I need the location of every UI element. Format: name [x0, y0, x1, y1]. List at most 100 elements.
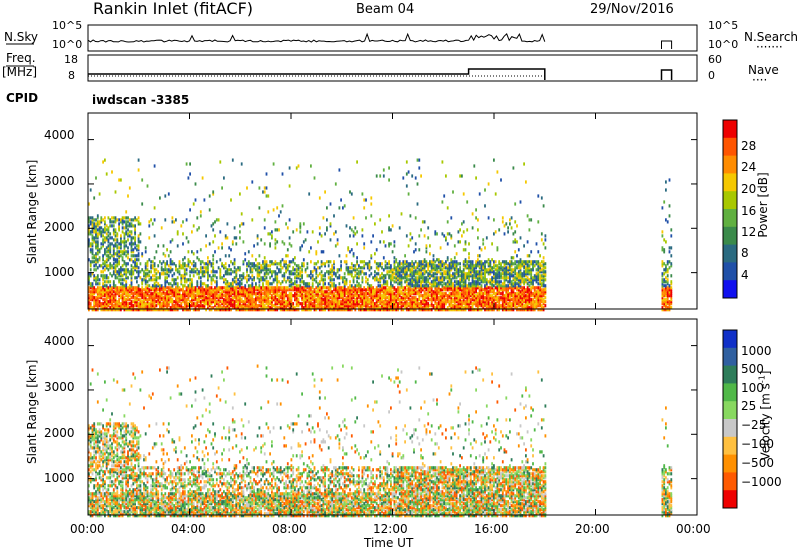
- data-cell: [390, 300, 392, 304]
- data-cell: [91, 288, 94, 292]
- data-cell: [306, 266, 309, 270]
- data-cell: [453, 268, 456, 272]
- data-cell: [262, 262, 264, 266]
- data-cell: [434, 290, 437, 294]
- data-cell: [468, 300, 470, 304]
- data-cell: [239, 236, 241, 240]
- data-cell: [141, 296, 144, 300]
- data-cell: [265, 282, 268, 286]
- data-cell: [116, 244, 119, 248]
- data-cell: [356, 276, 358, 280]
- data-cell: [416, 270, 419, 274]
- data-cell: [405, 172, 408, 176]
- data-cell: [409, 268, 412, 272]
- data-cell: [226, 298, 229, 302]
- data-cell: [112, 284, 115, 288]
- data-cell: [496, 300, 499, 304]
- data-cell: [452, 306, 454, 310]
- data-cell: [267, 292, 270, 296]
- data-cell: [308, 294, 311, 298]
- data-cell: [482, 264, 485, 268]
- data-cell: [242, 276, 245, 280]
- data-cell: [191, 290, 193, 294]
- data-cell: [125, 270, 128, 274]
- data-cell: [118, 272, 120, 276]
- data-cell: [242, 222, 245, 226]
- data-cell: [221, 246, 223, 250]
- data-cell: [276, 284, 279, 288]
- data-cell: [322, 286, 325, 290]
- data-cell: [102, 286, 104, 290]
- data-cell: [112, 294, 115, 298]
- data-cell: [286, 304, 289, 308]
- data-cell: [501, 300, 504, 304]
- data-cell: [514, 296, 517, 300]
- data-cell: [210, 262, 213, 266]
- data-cell: [269, 308, 271, 312]
- data-cell: [169, 240, 172, 244]
- data-cell: [308, 292, 311, 296]
- data-cell: [260, 294, 263, 298]
- data-cell: [120, 246, 122, 250]
- data-cell: [310, 296, 312, 300]
- data-cell: [144, 278, 147, 282]
- data-cell: [207, 286, 209, 290]
- data-cell: [425, 294, 428, 298]
- data-cell: [459, 288, 461, 292]
- data-cell: [242, 272, 245, 276]
- data-cell: [221, 242, 223, 246]
- data-cell: [402, 286, 405, 290]
- data-cell: [121, 220, 124, 224]
- data-cell: [88, 278, 90, 282]
- data-cell: [457, 268, 460, 272]
- data-cell: [155, 280, 158, 284]
- data-cell: [432, 274, 435, 278]
- data-cell: [453, 260, 456, 264]
- data-cell: [464, 308, 467, 312]
- data-cell: [253, 276, 255, 280]
- data-cell: [516, 296, 518, 300]
- data-cell: [231, 282, 234, 286]
- data-cell: [315, 286, 318, 290]
- data-cell: [137, 272, 140, 276]
- data-cell: [224, 270, 227, 274]
- data-cell: [151, 308, 154, 312]
- data-cell: [274, 304, 277, 308]
- data-cell: [430, 292, 433, 296]
- data-cell: [239, 302, 241, 306]
- data-cell: [448, 270, 451, 274]
- data-cell: [136, 244, 138, 248]
- data-cell: [141, 306, 144, 310]
- data-cell: [228, 288, 231, 292]
- data-cell: [338, 168, 341, 172]
- data-cell: [500, 272, 502, 276]
- data-cell: [226, 306, 229, 310]
- data-cell: [400, 302, 403, 306]
- data-cell: [304, 286, 307, 290]
- data-cell: [409, 300, 412, 304]
- data-cell: [498, 266, 501, 270]
- data-cell: [228, 306, 231, 310]
- data-cell: [471, 276, 474, 280]
- data-cell: [125, 286, 128, 290]
- data-cell: [326, 290, 328, 294]
- data-cell: [382, 268, 385, 272]
- data-cell: [496, 304, 499, 308]
- data-cell: [91, 296, 94, 300]
- data-cell: [214, 220, 216, 224]
- data-cell: [391, 294, 394, 298]
- data-cell: [331, 300, 334, 304]
- data-cell: [393, 296, 396, 300]
- data-cell: [100, 286, 103, 290]
- data-cell: [425, 280, 428, 284]
- data-cell: [144, 282, 147, 286]
- data-cell: [249, 286, 252, 290]
- data-cell: [334, 182, 337, 186]
- data-cell: [88, 296, 90, 300]
- data-cell: [311, 302, 314, 306]
- data-cell: [278, 300, 280, 304]
- data-cell: [510, 308, 513, 312]
- data-cell: [182, 232, 184, 236]
- data-cell: [448, 280, 451, 284]
- data-cell: [342, 288, 344, 292]
